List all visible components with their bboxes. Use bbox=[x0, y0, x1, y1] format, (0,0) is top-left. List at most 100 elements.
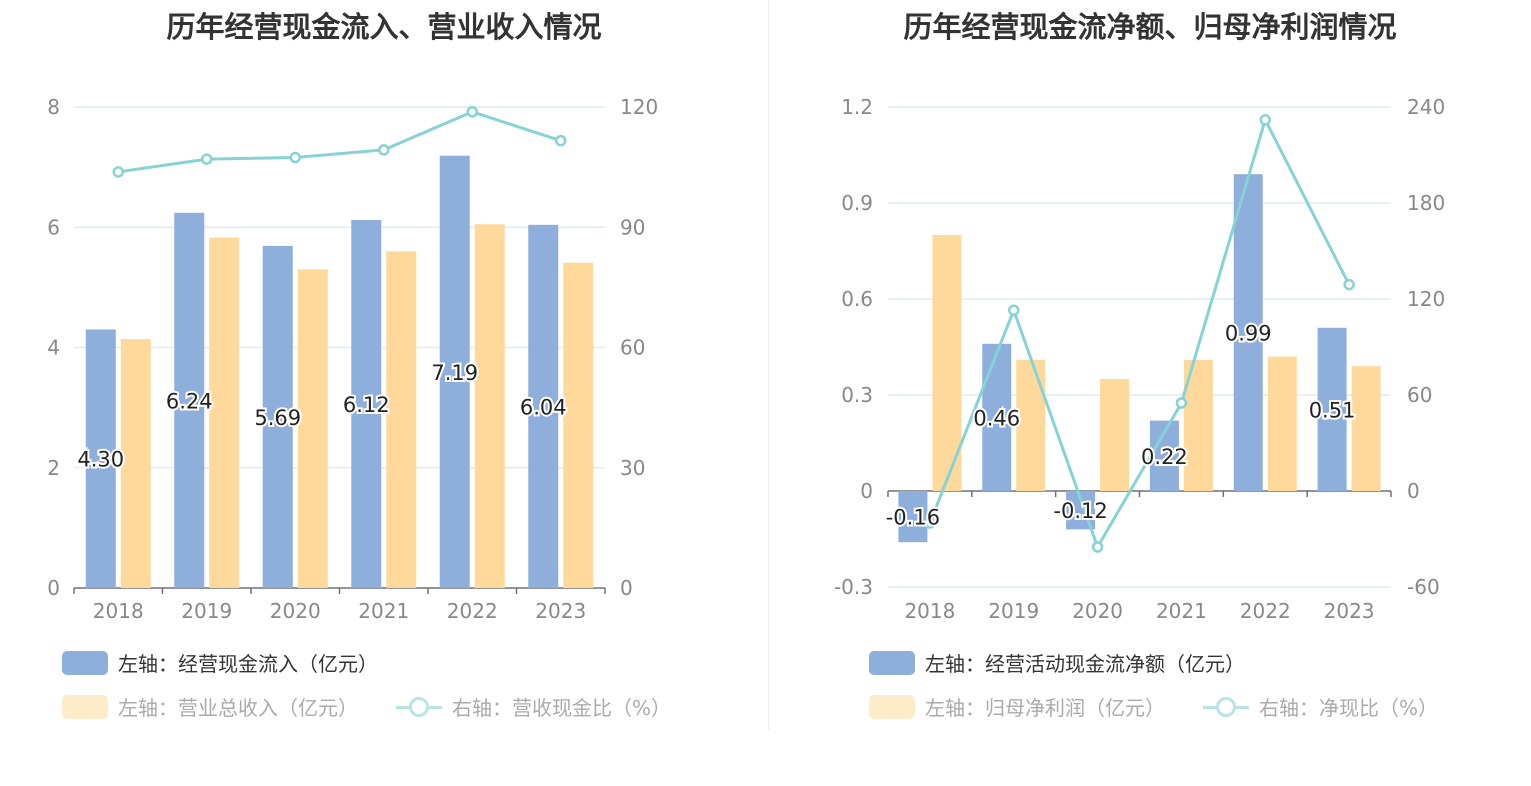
legend-swatch-blue bbox=[869, 650, 915, 675]
line-point-2018 bbox=[112, 166, 124, 178]
left-axis-tick-label: 4 bbox=[47, 336, 60, 360]
left-axis-tick-label: 0 bbox=[860, 479, 873, 503]
legend-label: 右轴：净现比（%） bbox=[1259, 696, 1439, 720]
line-point-2019 bbox=[1008, 304, 1020, 316]
data-label-2020: 5.69 bbox=[254, 406, 301, 430]
legend-line-icon bbox=[396, 695, 442, 719]
data-label-2023: 6.04 bbox=[520, 395, 567, 419]
line-point-2021 bbox=[378, 144, 390, 156]
data-label-2019: 0.46 bbox=[973, 406, 1020, 430]
line-point-2020 bbox=[289, 151, 301, 164]
legend-item-net-cash-flow[interactable]: 左轴：经营活动现金流净额（亿元） bbox=[869, 648, 1245, 677]
bar-series2-2019 bbox=[209, 237, 240, 588]
line-point-2022 bbox=[1259, 114, 1271, 126]
x-axis-tick-label: 2019 bbox=[181, 599, 232, 623]
right-chart-plot: -0.3 -60 0 0 0.3 60 0.6 120 0.9 180 1.2 240 2018 2019… bbox=[834, 95, 1445, 623]
left-axis-tick-label: 2 bbox=[47, 456, 60, 480]
bar-series1-2022 bbox=[1233, 174, 1263, 491]
line-point-2019 bbox=[201, 153, 213, 165]
bar-series1-2020 bbox=[262, 245, 293, 589]
legend-label: 左轴：营业总收入（亿元） bbox=[118, 696, 358, 720]
bar-series2-2022 bbox=[474, 224, 505, 588]
left-chart-plot: 0 0 2 30 4 60 6 90 8 120 2018 2019 2020 2021 2022 2023 4… bbox=[47, 95, 658, 623]
legend-item-net-cash-ratio[interactable]: 右轴：净现比（%） bbox=[1203, 692, 1438, 721]
bar-series2-2020 bbox=[297, 269, 328, 588]
left-chart-panel: 历年经营现金流入、营业收入情况 0 0 2 30 4 60 6 90 8 120 2018 2019 2… bbox=[47, 10, 671, 721]
right-axis-tick-label: 120 bbox=[620, 95, 658, 119]
data-label-2022: 0.99 bbox=[1225, 322, 1272, 346]
legend-line-icon bbox=[1203, 695, 1249, 719]
legend-swatch-blue bbox=[62, 650, 108, 675]
bar-series2-2020 bbox=[1100, 379, 1130, 491]
right-axis-tick-label: 180 bbox=[1407, 191, 1445, 215]
right-axis-tick-label: 240 bbox=[1407, 95, 1445, 119]
bar-series1-2018 bbox=[898, 491, 928, 543]
right-axis-tick-label: 0 bbox=[1407, 479, 1420, 503]
bar-series2-2023 bbox=[563, 262, 594, 588]
line-point-2023 bbox=[555, 134, 567, 147]
left-chart-title: 历年经营现金流入、营业收入情况 bbox=[166, 10, 602, 44]
left-axis-tick-label: 8 bbox=[47, 95, 60, 119]
data-label-2021: 6.12 bbox=[343, 393, 390, 417]
bar-series2-2018 bbox=[120, 339, 151, 588]
bar-series1-2022 bbox=[439, 155, 470, 589]
legend-item-revenue[interactable]: 左轴：营业总收入（亿元） bbox=[62, 692, 358, 721]
line-point-2021 bbox=[1175, 397, 1188, 409]
line-series bbox=[118, 110, 562, 174]
legend-label: 左轴：经营活动现金流净额（亿元） bbox=[925, 652, 1245, 676]
bar-series2-2023 bbox=[1351, 366, 1381, 491]
data-label-2018: 4.30 bbox=[77, 448, 124, 472]
legend-item-net-profit[interactable]: 左轴：归母净利润（亿元） bbox=[869, 692, 1165, 721]
legend-label: 右轴：营收现金比（%） bbox=[452, 696, 672, 720]
right-axis-tick-label: 60 bbox=[1407, 383, 1432, 407]
legend-item-cash-inflow[interactable]: 左轴：经营现金流入（亿元） bbox=[62, 648, 378, 677]
bar-series2-2022 bbox=[1267, 356, 1297, 491]
data-label-2020: -0.12 bbox=[1053, 499, 1107, 523]
bar-series1-2023 bbox=[528, 224, 559, 588]
x-axis-tick-label: 2022 bbox=[1240, 599, 1291, 623]
x-axis-tick-label: 2022 bbox=[447, 599, 498, 623]
bar-series1-2018 bbox=[85, 329, 116, 588]
x-axis-tick-label: 2020 bbox=[270, 599, 321, 623]
x-axis-tick-label: 2023 bbox=[1324, 599, 1375, 623]
line-point-2018 bbox=[924, 517, 936, 529]
bar-series1-2019 bbox=[982, 343, 1012, 491]
bar-series1-2023 bbox=[1317, 327, 1347, 491]
x-axis-tick-label: 2018 bbox=[93, 599, 144, 623]
bar-series2-2019 bbox=[1016, 359, 1046, 491]
bar-series1-2019 bbox=[174, 212, 205, 588]
data-label-2018: -0.16 bbox=[886, 506, 940, 530]
right-chart-title: 历年经营现金流净额、归母净利润情况 bbox=[903, 10, 1397, 44]
line-point-2023 bbox=[1343, 278, 1355, 291]
data-label-2023: 0.51 bbox=[1309, 398, 1356, 422]
line-point-2020 bbox=[1091, 541, 1104, 553]
legend-swatch-orange bbox=[62, 694, 108, 719]
bar-series1-2021 bbox=[351, 220, 382, 588]
x-axis-tick-label: 2021 bbox=[1156, 599, 1207, 623]
legend-item-cash-ratio[interactable]: 右轴：营收现金比（%） bbox=[396, 692, 671, 721]
x-axis-tick-label: 2019 bbox=[988, 599, 1039, 623]
line-point-2022 bbox=[466, 106, 478, 118]
right-chart-panel: 历年经营现金流净额、归母净利润情况 -0.3 -60 0 0 0.3 60 0.6 120 0.… bbox=[769, 0, 1531, 786]
x-axis-tick-label: 2020 bbox=[1072, 599, 1123, 623]
bar-series2-2018 bbox=[932, 235, 962, 491]
data-label-2019: 6.24 bbox=[166, 389, 213, 413]
x-axis-tick-label: 2023 bbox=[535, 599, 586, 623]
right-axis-tick-label: 90 bbox=[620, 215, 645, 239]
legend-swatch-orange bbox=[869, 694, 915, 719]
left-axis-tick-label: 0 bbox=[47, 576, 60, 600]
line-series bbox=[928, 115, 1351, 551]
right-axis-tick-label: 0 bbox=[620, 576, 633, 600]
right-axis-tick-label: 30 bbox=[620, 456, 645, 480]
data-label-2021: 0.22 bbox=[1141, 445, 1188, 469]
left-axis-tick-label: 6 bbox=[47, 215, 60, 239]
right-axis-tick-label: -60 bbox=[1407, 575, 1440, 599]
x-axis-tick-label: 2018 bbox=[904, 599, 955, 623]
x-axis-tick-label: 2021 bbox=[358, 599, 409, 623]
bar-series2-2021 bbox=[386, 251, 417, 589]
legend-label: 左轴：归母净利润（亿元） bbox=[925, 696, 1165, 720]
left-axis-tick-label: 0.9 bbox=[841, 191, 873, 215]
panel-divider bbox=[768, 0, 769, 730]
left-axis-tick-label: 0.3 bbox=[841, 383, 873, 407]
right-axis-tick-label: 120 bbox=[1407, 287, 1445, 311]
